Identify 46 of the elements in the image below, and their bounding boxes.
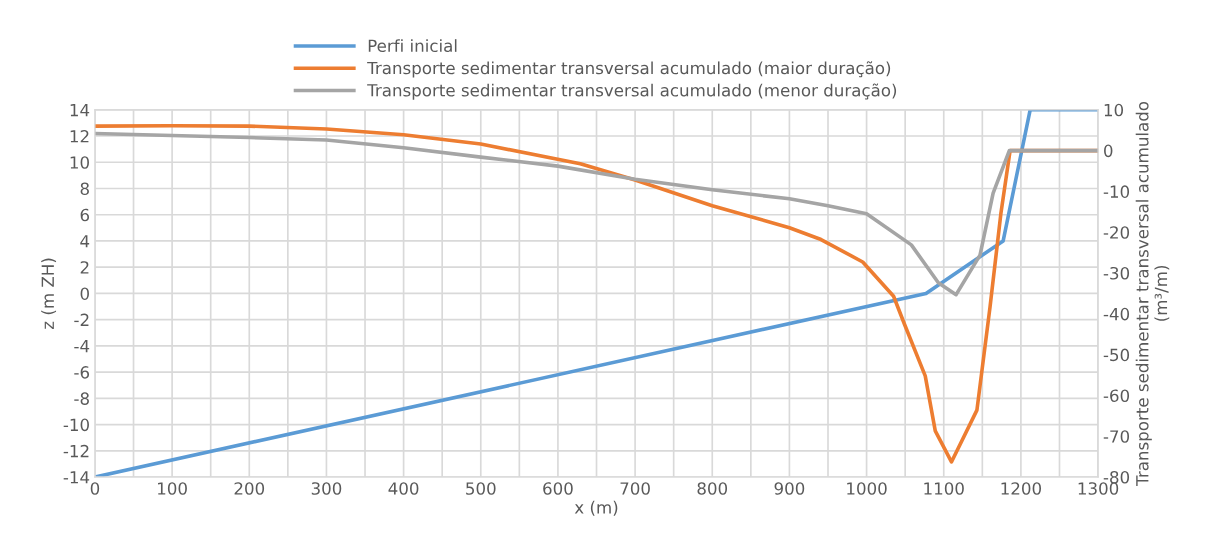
x-tick-label: 0 — [90, 482, 100, 495]
y2-tick-label: -40 — [1103, 307, 1130, 321]
y-tick-label: 12 — [70, 129, 89, 143]
x-tick-label: 900 — [774, 482, 805, 495]
y2-axis-title: Transporte sedimentar transversal acumulado (m³/m) — [1135, 101, 1170, 486]
x-tick-label: 500 — [466, 482, 496, 495]
y2-tick-label: -50 — [1103, 348, 1130, 362]
x-tick-label: 800 — [697, 482, 728, 495]
x-tick-label: 1200 — [1001, 482, 1042, 495]
y2-tick-label: -70 — [1103, 430, 1130, 443]
y-tick-label: 14 — [70, 103, 90, 117]
legend-label: Perfi inicial — [368, 39, 457, 53]
y-tick-label: 6 — [80, 208, 90, 222]
x-tick-label: 200 — [234, 482, 265, 495]
y2-tick-label: -10 — [1103, 185, 1130, 198]
x-tick-label: 1100 — [924, 482, 964, 495]
x-tick-label: 1300 — [1078, 482, 1119, 495]
x-tick-label: 1000 — [847, 482, 887, 495]
x-tick-label: 100 — [158, 482, 187, 495]
y-tick-label: -6 — [74, 366, 90, 379]
y2-tick-label: -20 — [1103, 226, 1130, 239]
x-tick-label: 700 — [620, 482, 650, 495]
y-tick-label: 0 — [80, 287, 89, 300]
y2-tick-label: 10 — [1104, 103, 1124, 117]
y-tick-label: 8 — [80, 182, 89, 196]
y-tick-label: 10 — [70, 156, 89, 169]
x-tick-label: 400 — [388, 482, 419, 495]
y-tick-label: -12 — [63, 444, 89, 458]
y-tick-label: 4 — [80, 235, 90, 248]
x-tick-label: 600 — [543, 482, 573, 495]
y-tick-label: -8 — [74, 392, 89, 405]
y2-tick-label: 0 — [1104, 144, 1113, 158]
y-axis-title: z (m ZH) — [41, 258, 57, 329]
y-tick-label: -14 — [63, 471, 90, 484]
y2-tick-label: -80 — [1103, 471, 1130, 484]
legend-label: Transporte sedimentar transversal acumulado (maior duração) — [367, 61, 891, 78]
x-tick-label: 300 — [311, 482, 342, 495]
legend-label: Transporte sedimentar transversal acumulado (menor duração) — [367, 83, 897, 100]
y-tick-label: -2 — [74, 313, 89, 326]
y2-tick-label: -30 — [1103, 266, 1130, 280]
y-tick-label: 2 — [80, 261, 89, 274]
x-axis-title: x (m) — [574, 500, 618, 516]
y-tick-label: -4 — [74, 340, 90, 353]
line-series — [94, 131, 1099, 297]
y-tick-label: -10 — [63, 418, 89, 432]
y2-tick-label: -60 — [1103, 389, 1130, 402]
